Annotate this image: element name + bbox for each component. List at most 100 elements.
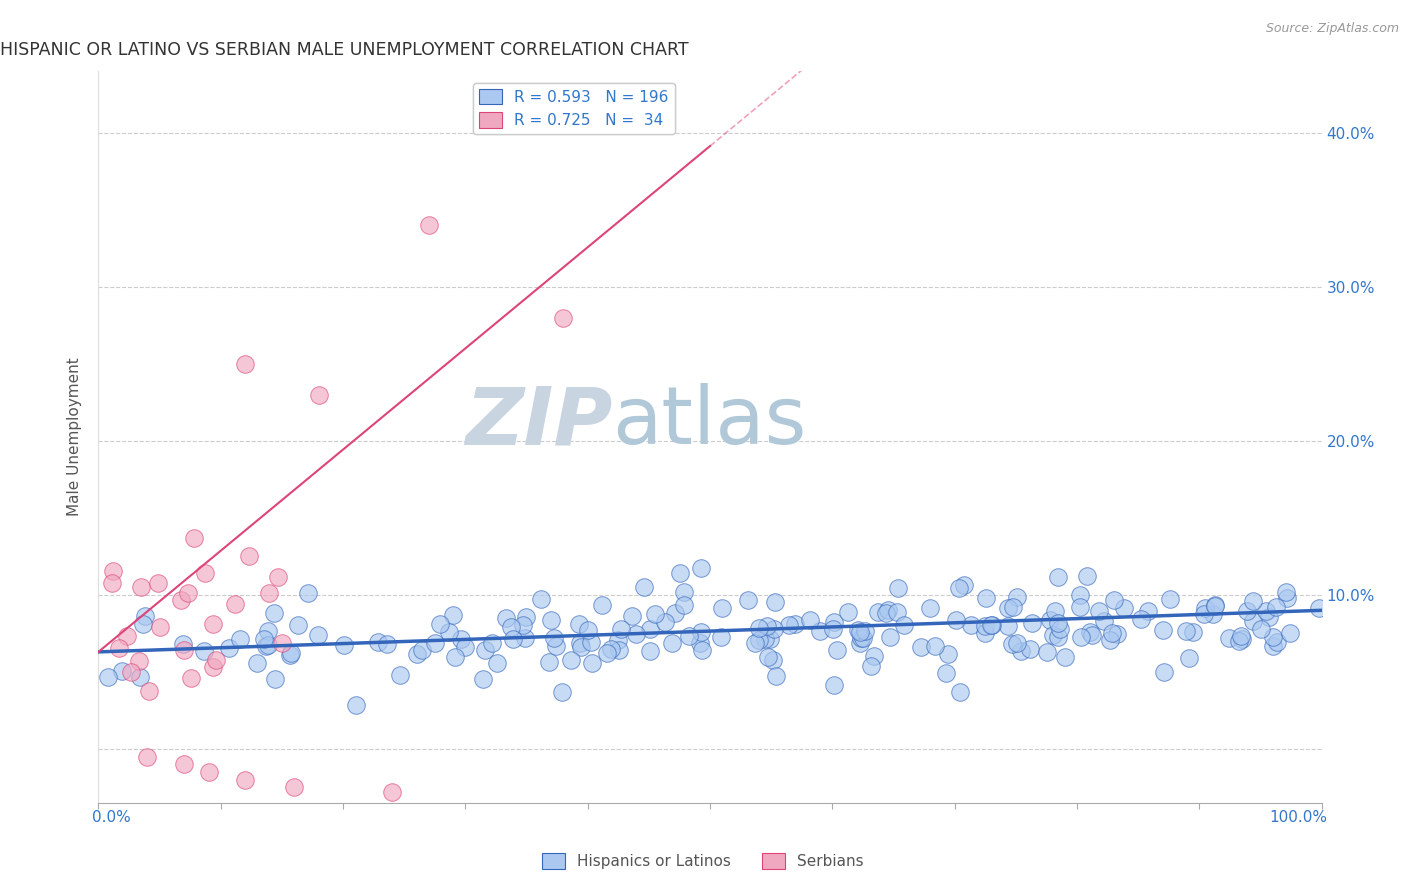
Point (418, 219, 440, 233)
Point (229, 632, 252, 647)
Point (997, 619, 1019, 633)
Point (887, 581, 910, 595)
Point (1018, 642, 1040, 657)
Point (297, 585, 319, 599)
Point (997, 601, 1019, 615)
Point (859, 658, 882, 673)
Point (1043, 604, 1066, 618)
Point (710, 601, 733, 615)
Point (737, 592, 759, 607)
Point (610, 623, 633, 637)
Point (748, 621, 770, 635)
Point (1182, 625, 1205, 640)
Point (429, 616, 451, 631)
Point (474, 642, 496, 657)
Point (581, 656, 603, 670)
Point (560, 653, 582, 667)
Point (308, 388, 330, 402)
Point (1098, 632, 1121, 647)
Point (600, 642, 623, 657)
Point (848, 625, 870, 640)
Point (1194, 607, 1216, 621)
Point (664, 607, 686, 621)
Point (1159, 592, 1181, 607)
Point (1049, 622, 1071, 636)
Point (1114, 601, 1136, 615)
Point (959, 617, 981, 632)
Point (846, 623, 869, 637)
Point (1038, 613, 1060, 627)
Point (576, 623, 599, 637)
Point (606, 633, 628, 648)
Point (633, 580, 655, 594)
Point (149, 620, 172, 634)
Point (129, 580, 152, 594)
Point (1227, 633, 1250, 648)
Text: HISPANIC OR LATINO VS SERBIAN MALE UNEMPLOYMENT CORRELATION CHART: HISPANIC OR LATINO VS SERBIAN MALE UNEMP… (0, 41, 689, 59)
Point (169, 592, 191, 607)
Point (568, 616, 591, 631)
Point (1175, 624, 1198, 638)
Point (1136, 604, 1159, 618)
Point (1277, 591, 1299, 606)
Point (1241, 614, 1264, 628)
Point (1005, 591, 1028, 605)
Point (495, 611, 517, 625)
Point (759, 632, 782, 646)
Y-axis label: Male Unemployment: Male Unemployment (67, 358, 83, 516)
Point (1035, 645, 1057, 659)
Point (259, 586, 281, 600)
Point (974, 619, 997, 633)
Point (146, 576, 169, 591)
Point (778, 618, 800, 632)
Point (763, 595, 786, 609)
Point (875, 606, 897, 620)
Point (893, 617, 915, 632)
Point (974, 591, 997, 606)
Point (1081, 628, 1104, 642)
Point (981, 618, 1004, 632)
Point (783, 616, 806, 631)
Point (411, 643, 433, 657)
Point (515, 632, 537, 646)
Point (849, 636, 872, 650)
Text: ZIP: ZIP (465, 384, 612, 461)
Point (1194, 601, 1216, 615)
Point (678, 629, 700, 643)
Text: 100.0%: 100.0% (1270, 811, 1327, 825)
Point (201, 659, 224, 673)
Point (97, 670, 120, 684)
Point (924, 639, 946, 653)
Point (486, 656, 509, 670)
Point (530, 592, 553, 607)
Point (131, 616, 153, 631)
Point (202, 616, 225, 631)
Point (672, 585, 695, 599)
Point (270, 636, 292, 650)
Point (267, 570, 290, 584)
Point (1047, 630, 1070, 644)
Point (194, 566, 217, 581)
Point (1047, 570, 1070, 584)
Point (540, 613, 562, 627)
Point (948, 581, 970, 595)
Point (569, 636, 592, 650)
Point (1107, 626, 1129, 640)
Point (423, 636, 446, 650)
Point (1101, 626, 1123, 640)
Point (1308, 601, 1330, 615)
Point (1218, 632, 1240, 646)
Point (1076, 569, 1098, 583)
Point (101, 564, 124, 578)
Point (823, 622, 845, 636)
Point (949, 685, 972, 699)
Point (173, 643, 195, 657)
Point (918, 601, 941, 615)
Point (333, 638, 356, 652)
Point (233, 772, 256, 787)
Point (748, 633, 770, 648)
Point (224, 597, 246, 611)
Point (1054, 649, 1077, 664)
Point (866, 605, 889, 619)
Point (1256, 604, 1278, 618)
